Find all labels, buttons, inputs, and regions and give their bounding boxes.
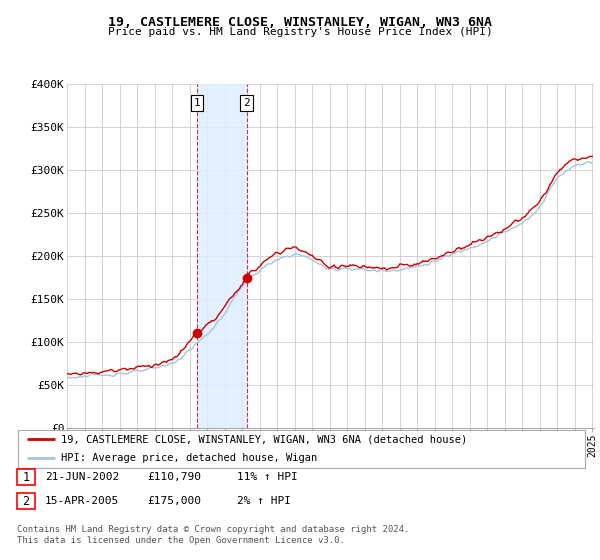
Text: 21-JUN-2002: 21-JUN-2002 (45, 472, 119, 482)
Text: Price paid vs. HM Land Registry's House Price Index (HPI): Price paid vs. HM Land Registry's House … (107, 27, 493, 37)
Text: 15-APR-2005: 15-APR-2005 (45, 496, 119, 506)
Text: 2% ↑ HPI: 2% ↑ HPI (237, 496, 291, 506)
Text: 2: 2 (243, 98, 250, 108)
Text: 19, CASTLEMERE CLOSE, WINSTANLEY, WIGAN, WN3 6NA: 19, CASTLEMERE CLOSE, WINSTANLEY, WIGAN,… (108, 16, 492, 29)
Text: Contains HM Land Registry data © Crown copyright and database right 2024.
This d: Contains HM Land Registry data © Crown c… (17, 525, 409, 545)
Text: £110,790: £110,790 (147, 472, 201, 482)
Text: 1: 1 (194, 98, 200, 108)
Bar (197, 84, 247, 428)
Text: HPI: Average price, detached house, Wigan: HPI: Average price, detached house, Wiga… (61, 453, 317, 463)
Text: 11% ↑ HPI: 11% ↑ HPI (237, 472, 298, 482)
Text: £175,000: £175,000 (147, 496, 201, 506)
Text: 1: 1 (22, 470, 29, 484)
Text: 2: 2 (22, 494, 29, 508)
Text: 19, CASTLEMERE CLOSE, WINSTANLEY, WIGAN, WN3 6NA (detached house): 19, CASTLEMERE CLOSE, WINSTANLEY, WIGAN,… (61, 434, 467, 444)
